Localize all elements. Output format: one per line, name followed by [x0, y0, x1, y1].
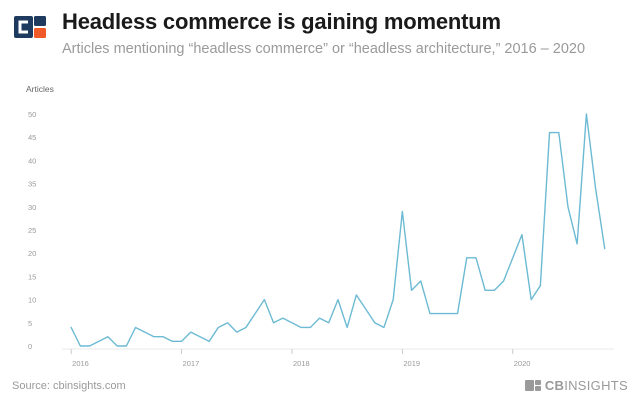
- x-tick-label: 2018: [293, 359, 310, 368]
- cb-insights-brand: CBINSIGHTS: [524, 377, 628, 393]
- brand-text: CBINSIGHTS: [545, 378, 628, 393]
- x-tick-label: 2020: [514, 359, 531, 368]
- y-tick-label: 20: [28, 249, 36, 258]
- y-tick-label: 35: [28, 180, 36, 189]
- x-tick-label: 2019: [403, 359, 420, 368]
- y-tick-label: 25: [28, 226, 36, 235]
- y-tick-label: 45: [28, 133, 36, 142]
- source-note: Source: cbinsights.com: [12, 380, 126, 392]
- y-tick-label: 50: [28, 110, 36, 119]
- cb-insights-mark-icon: [524, 379, 541, 391]
- x-tick-label: 2017: [183, 359, 200, 368]
- chart-subtitle: Articles mentioning “headless commerce” …: [62, 41, 586, 57]
- y-tick-label: 5: [28, 319, 32, 328]
- y-tick-label: 30: [28, 203, 36, 212]
- cb-insights-logo-icon: [14, 16, 46, 38]
- y-axis-label: Articles: [26, 84, 54, 94]
- x-tick-label: 2016: [72, 359, 89, 368]
- y-tick-label: 10: [28, 296, 36, 305]
- y-tick-label: 40: [28, 156, 36, 165]
- logo-right-top-block: [34, 16, 46, 26]
- brand-bold: CB: [544, 377, 565, 393]
- y-tick-label: 15: [28, 272, 36, 281]
- brand-rest: INSIGHTS: [564, 377, 628, 393]
- logo-right-bottom-block: [34, 28, 46, 38]
- chart-title: Headless commerce is gaining momentum: [62, 9, 501, 34]
- series-line: [70, 113, 606, 347]
- y-tick-label: 0: [28, 342, 32, 351]
- logo-c-shape: [18, 20, 28, 34]
